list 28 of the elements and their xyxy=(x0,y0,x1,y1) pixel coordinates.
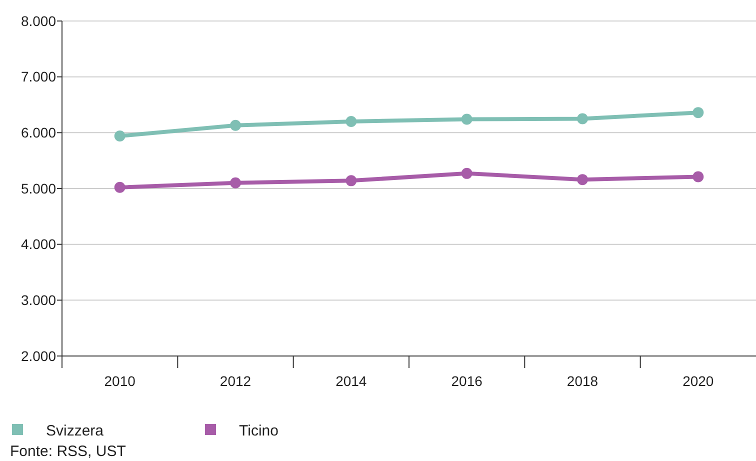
point xyxy=(577,113,588,124)
x-tick-label: 2014 xyxy=(336,373,367,389)
point xyxy=(346,116,357,127)
point xyxy=(114,182,126,193)
point xyxy=(230,120,241,131)
y-tick-label: 7.000 xyxy=(20,68,56,85)
source-note: Fonte: RSS, UST xyxy=(10,443,126,460)
legend-label: Ticino xyxy=(239,422,278,440)
y-tick-label: 8.000 xyxy=(20,12,56,29)
x-tick-label: 2016 xyxy=(451,373,483,389)
point xyxy=(461,168,472,179)
x-tick-label: 2012 xyxy=(220,373,252,389)
point xyxy=(346,175,357,186)
y-tick-label: 4.000 xyxy=(20,236,56,252)
point xyxy=(692,171,704,182)
point xyxy=(461,114,472,125)
y-tick-label: 3.000 xyxy=(20,292,56,308)
y-tick-label: 6.000 xyxy=(20,124,56,141)
x-tick-label: 2020 xyxy=(682,373,714,389)
point xyxy=(577,174,588,186)
point xyxy=(114,130,126,142)
point xyxy=(230,177,241,188)
legend-label: Svizzera xyxy=(46,422,104,440)
x-tick-label: 2018 xyxy=(566,373,598,389)
y-tick-label: 5.000 xyxy=(20,180,56,196)
x-tick-label: 2010 xyxy=(104,373,136,389)
y-tick-label: 2.000 xyxy=(20,348,56,364)
point xyxy=(692,107,704,118)
